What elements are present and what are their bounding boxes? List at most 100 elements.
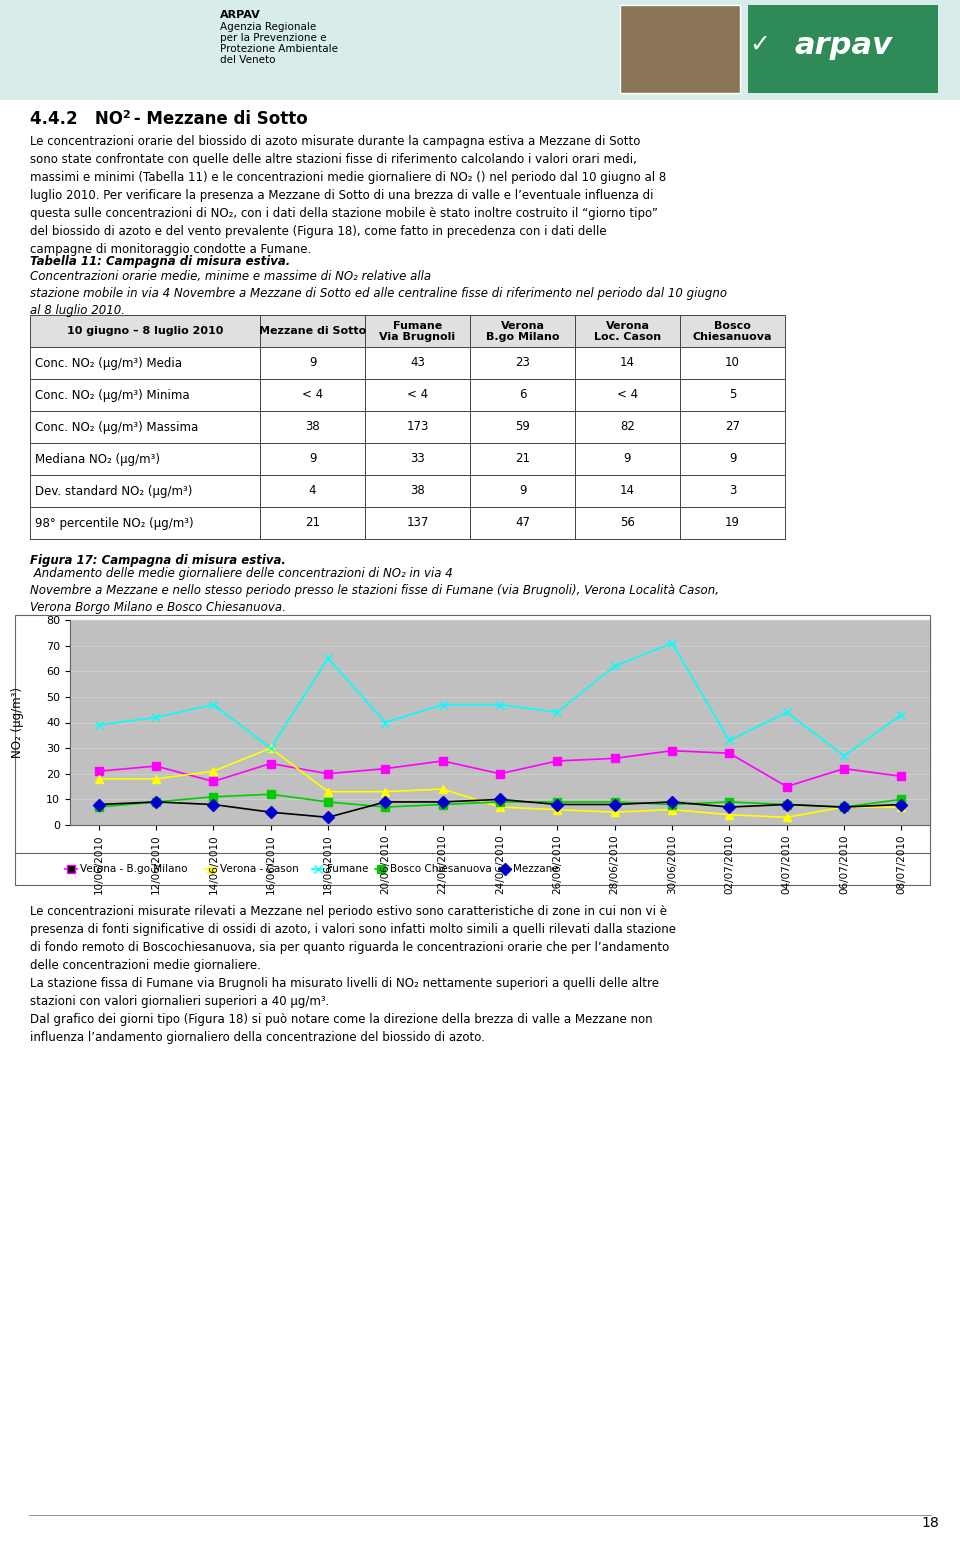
FancyBboxPatch shape [748, 5, 938, 93]
Text: Chiesanuova: Chiesanuova [693, 333, 772, 342]
Text: 14: 14 [620, 485, 635, 498]
Text: 23: 23 [516, 356, 530, 370]
Text: - Mezzane di Sotto: - Mezzane di Sotto [128, 110, 308, 128]
Text: 6: 6 [518, 389, 526, 401]
Text: Agenzia Regionale: Agenzia Regionale [220, 22, 316, 33]
FancyBboxPatch shape [30, 379, 260, 411]
Text: 9: 9 [624, 453, 632, 465]
Text: 137: 137 [406, 516, 429, 530]
FancyBboxPatch shape [260, 411, 365, 443]
Text: Verona: Verona [500, 320, 544, 331]
Text: 33: 33 [410, 453, 425, 465]
Text: < 4: < 4 [302, 389, 324, 401]
Text: 43: 43 [410, 356, 425, 370]
FancyBboxPatch shape [30, 443, 260, 474]
Text: 4.4.2   NO: 4.4.2 NO [30, 110, 123, 128]
FancyBboxPatch shape [470, 443, 575, 474]
Text: 59: 59 [516, 420, 530, 434]
FancyBboxPatch shape [260, 443, 365, 474]
Text: Concentrazioni orarie medie, minime e massime di NO₂ relative alla
stazione mobi: Concentrazioni orarie medie, minime e ma… [30, 271, 727, 317]
Text: Mezzane di Sotto: Mezzane di Sotto [259, 327, 366, 336]
FancyBboxPatch shape [470, 379, 575, 411]
Text: Fumane: Fumane [327, 865, 369, 874]
FancyBboxPatch shape [575, 474, 680, 507]
FancyBboxPatch shape [365, 474, 470, 507]
FancyBboxPatch shape [365, 507, 470, 540]
FancyBboxPatch shape [680, 347, 785, 379]
Text: < 4: < 4 [617, 389, 638, 401]
Text: NO₂ (μg/m³): NO₂ (μg/m³) [12, 687, 25, 757]
Text: Tabella 11: Campagna di misura estiva.: Tabella 11: Campagna di misura estiva. [30, 255, 290, 267]
Text: 9: 9 [518, 485, 526, 498]
Text: del Veneto: del Veneto [220, 54, 276, 65]
FancyBboxPatch shape [680, 507, 785, 540]
Text: 173: 173 [406, 420, 429, 434]
FancyBboxPatch shape [260, 347, 365, 379]
FancyBboxPatch shape [575, 411, 680, 443]
FancyBboxPatch shape [15, 614, 930, 855]
Text: arpav: arpav [794, 31, 892, 59]
FancyBboxPatch shape [260, 316, 365, 347]
Text: Mediana NO₂ (μg/m³): Mediana NO₂ (μg/m³) [35, 453, 160, 465]
FancyBboxPatch shape [680, 443, 785, 474]
FancyBboxPatch shape [680, 379, 785, 411]
Text: Conc. NO₂ (μg/m³) Media: Conc. NO₂ (μg/m³) Media [35, 356, 182, 370]
FancyBboxPatch shape [575, 379, 680, 411]
Text: Bosco Chiesanuova: Bosco Chiesanuova [390, 865, 492, 874]
FancyBboxPatch shape [470, 316, 575, 347]
Text: Verona - B.go Milano: Verona - B.go Milano [80, 865, 187, 874]
Text: 9: 9 [309, 356, 316, 370]
Text: 38: 38 [410, 485, 425, 498]
FancyBboxPatch shape [30, 474, 260, 507]
FancyBboxPatch shape [260, 379, 365, 411]
Text: 5: 5 [729, 389, 736, 401]
Text: ARPAV: ARPAV [220, 9, 261, 20]
FancyBboxPatch shape [575, 347, 680, 379]
FancyBboxPatch shape [470, 411, 575, 443]
FancyBboxPatch shape [575, 316, 680, 347]
FancyBboxPatch shape [470, 347, 575, 379]
Text: 10: 10 [725, 356, 740, 370]
Text: Fumane: Fumane [393, 320, 443, 331]
Text: 98° percentile NO₂ (μg/m³): 98° percentile NO₂ (μg/m³) [35, 516, 194, 530]
Text: < 4: < 4 [407, 389, 428, 401]
Text: 27: 27 [725, 420, 740, 434]
FancyBboxPatch shape [0, 0, 960, 100]
Text: 19: 19 [725, 516, 740, 530]
FancyBboxPatch shape [470, 507, 575, 540]
FancyBboxPatch shape [15, 854, 930, 885]
FancyBboxPatch shape [30, 347, 260, 379]
FancyBboxPatch shape [260, 507, 365, 540]
Text: 82: 82 [620, 420, 635, 434]
FancyBboxPatch shape [620, 5, 740, 93]
Text: 2: 2 [122, 110, 130, 120]
Text: per la Prevenzione e: per la Prevenzione e [220, 33, 326, 44]
Text: Le concentrazioni orarie del biossido di azoto misurate durante la campagna esti: Le concentrazioni orarie del biossido di… [30, 135, 666, 257]
Text: B.go Milano: B.go Milano [486, 333, 560, 342]
Text: Conc. NO₂ (μg/m³) Massima: Conc. NO₂ (μg/m³) Massima [35, 420, 199, 434]
FancyBboxPatch shape [680, 411, 785, 443]
Text: 3: 3 [729, 485, 736, 498]
Text: 9: 9 [729, 453, 736, 465]
Text: 4: 4 [309, 485, 316, 498]
FancyBboxPatch shape [30, 411, 260, 443]
Text: Via Brugnoli: Via Brugnoli [379, 333, 456, 342]
FancyBboxPatch shape [680, 474, 785, 507]
FancyBboxPatch shape [365, 411, 470, 443]
FancyBboxPatch shape [680, 316, 785, 347]
Text: 38: 38 [305, 420, 320, 434]
Text: 9: 9 [309, 453, 316, 465]
Text: Verona - Cason: Verona - Cason [220, 865, 299, 874]
Text: 21: 21 [515, 453, 530, 465]
FancyBboxPatch shape [70, 620, 930, 826]
FancyBboxPatch shape [365, 347, 470, 379]
FancyBboxPatch shape [575, 443, 680, 474]
Text: Protezione Ambientale: Protezione Ambientale [220, 44, 338, 54]
FancyBboxPatch shape [365, 379, 470, 411]
Text: 47: 47 [515, 516, 530, 530]
Text: Conc. NO₂ (μg/m³) Minima: Conc. NO₂ (μg/m³) Minima [35, 389, 190, 401]
Text: Verona: Verona [606, 320, 650, 331]
FancyBboxPatch shape [470, 474, 575, 507]
Text: Le concentrazioni misurate rilevati a Mezzane nel periodo estivo sono caratteris: Le concentrazioni misurate rilevati a Me… [30, 905, 676, 1043]
FancyBboxPatch shape [365, 443, 470, 474]
